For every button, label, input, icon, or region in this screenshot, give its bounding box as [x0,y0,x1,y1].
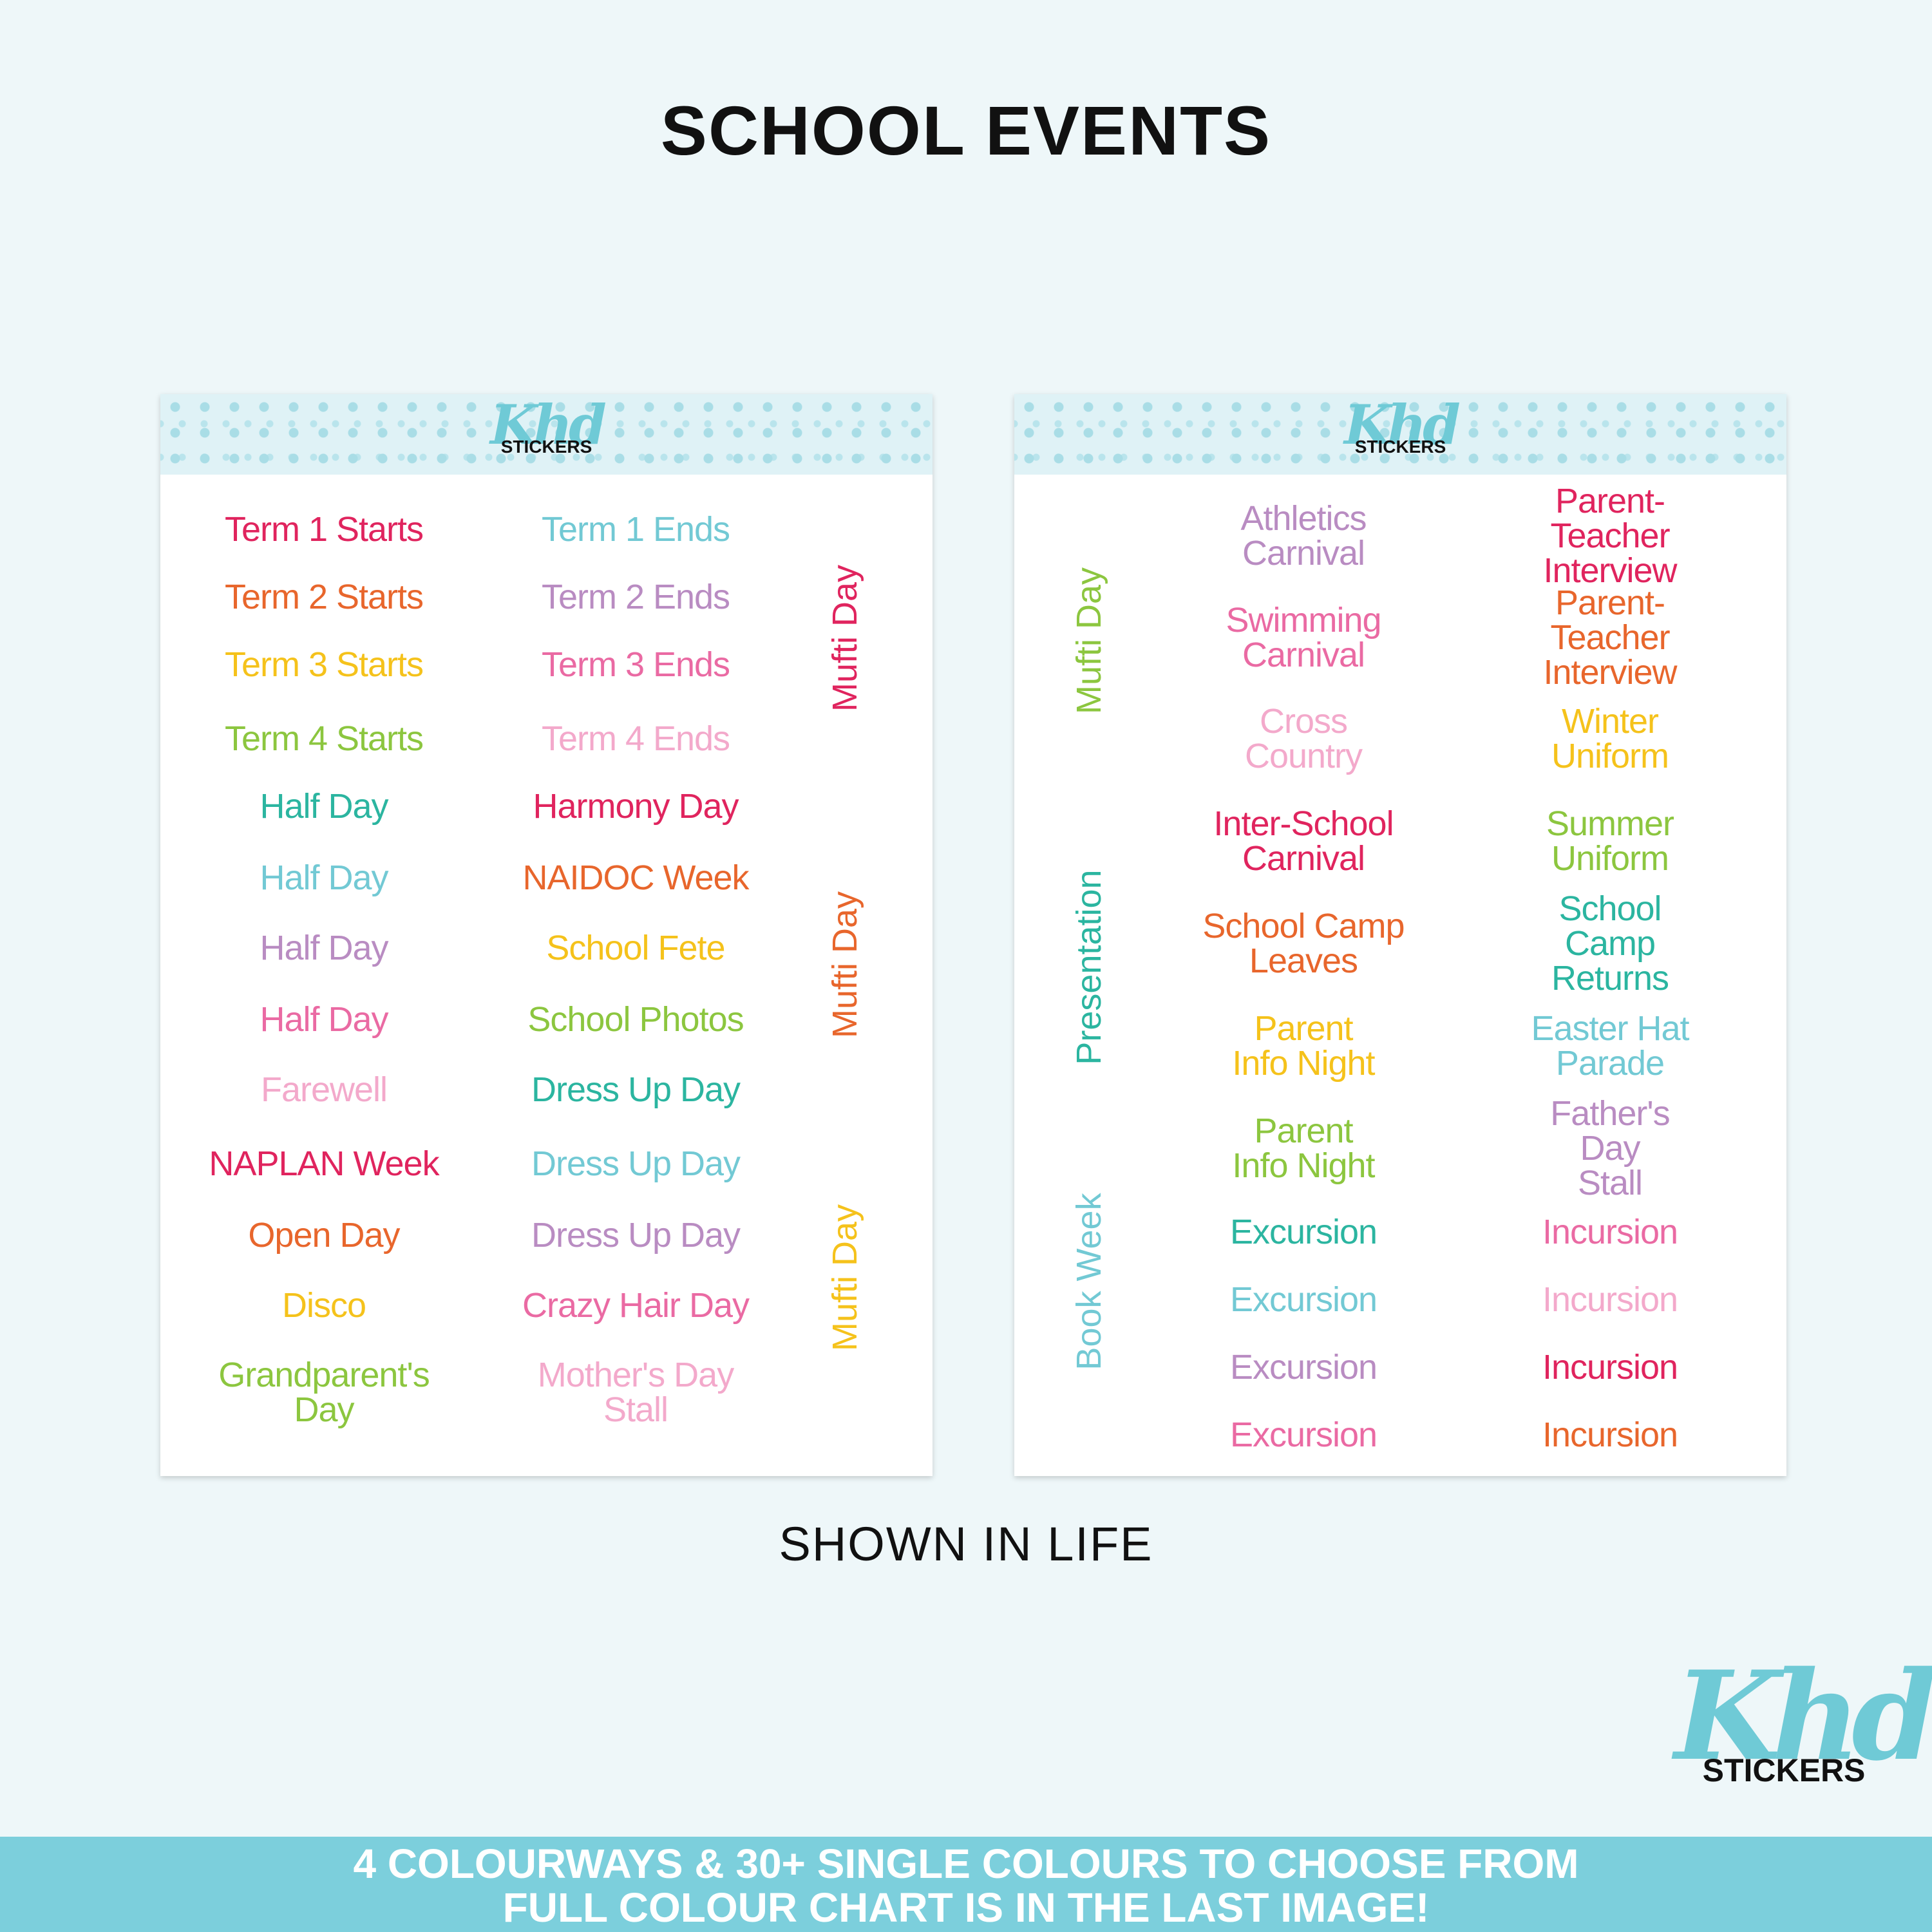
sticker-label: Half Day [260,1000,388,1039]
sticker-label: NAPLAN Week [209,1144,439,1183]
sticker-label: Term 4 Starts [224,719,424,758]
caption: SHOWN IN LIFE [779,1517,1153,1571]
sticker-label: Excursion [1229,1416,1378,1454]
sticker-label: Term 4 Ends [541,719,730,758]
vertical-sticker-label: Mufti Day [826,564,864,712]
vertical-sticker-label: Mufti Day [1070,567,1108,715]
sticker-label: Excursion [1229,1213,1378,1251]
sticker-label: Parent Info Night [1232,1112,1375,1185]
sticker-label: Cross Country [1244,702,1363,775]
vertical-sticker-label: Mufti Day [826,1204,864,1352]
sticker-label: Farewell [260,1070,388,1109]
dotted-header-band [160,394,933,475]
sticker-label: Inter-School Carnival [1213,804,1394,878]
sticker-label: Mother's Day Stall [537,1356,734,1429]
vertical-sticker-label: Book Week [1070,1193,1108,1370]
sticker-label: Half Day [260,787,388,826]
sticker-label: Half Day [260,858,388,897]
sticker-label: Winter Uniform [1551,702,1669,775]
logo-word: STICKERS [500,437,592,457]
sticker-label: Incursion [1542,1416,1678,1454]
sticker-label: Term 1 Starts [224,510,424,549]
sticker-label: Excursion [1229,1348,1378,1387]
sticker-label: Father's Day Stall [1550,1094,1670,1202]
sticker-label: Incursion [1542,1213,1678,1251]
promo-banner: 4 COLOURWAYS & 30+ SINGLE COLOURS TO CHO… [0,1837,1932,1932]
sticker-sheet-right: Khd STICKERS Athletics Carnival Swimming … [1014,394,1786,1476]
sticker-label: School Camp Leaves [1202,907,1405,980]
sticker-label: School Photos [527,1000,744,1039]
sticker-label: Term 3 Starts [224,645,424,684]
sticker-label: Half Day [260,929,388,967]
vertical-sticker-label: Mufti Day [826,891,864,1039]
brand-logo-word: STICKERS [1702,1752,1866,1788]
logo-word: STICKERS [1354,437,1446,457]
sticker-label: Parent Info Night [1232,1009,1375,1083]
sticker-label: Term 3 Ends [541,645,730,684]
sticker-label: Dress Up Day [531,1144,741,1183]
sticker-label: Parent-Teacher Interview [1543,583,1677,692]
sticker-label: Term 2 Starts [224,578,424,616]
sticker-label: Athletics Carnival [1240,499,1367,573]
logo-script: Khd [490,393,607,457]
sticker-label: Dress Up Day [531,1216,741,1255]
sticker-label: Harmony Day [533,787,739,826]
page-title: SCHOOL EVENTS [660,91,1272,169]
sticker-label: Term 1 Ends [541,510,730,549]
sticker-label: Disco [281,1286,366,1325]
sticker-label: Summer Uniform [1546,804,1674,878]
sticker-label: NAIDOC Week [522,858,749,897]
sticker-label: Excursion [1229,1280,1378,1319]
sticker-label: Swimming Carnival [1226,601,1381,674]
sticker-label: Open Day [248,1216,400,1255]
sticker-label: Incursion [1542,1348,1678,1387]
sticker-label: Dress Up Day [531,1070,741,1109]
brand-logo-script: Khd [1674,1644,1932,1788]
sticker-label: Easter Hat Parade [1531,1009,1689,1083]
sticker-label: Term 2 Ends [541,578,730,616]
sticker-label: Incursion [1542,1280,1678,1319]
sticker-label: Parent-Teacher Interview [1543,482,1677,590]
logo-script: Khd [1344,393,1461,457]
brand-logo: Khd STICKERS [1674,1644,1932,1789]
sticker-sheet-left: Khd STICKERS Term 1 Starts Term 2 Starts T… [160,394,933,1476]
sticker-label: Crazy Hair Day [522,1286,750,1325]
vertical-sticker-label: Presentation [1070,869,1108,1065]
banner-line-2: FULL COLOUR CHART IS IN THE LAST IMAGE! [502,1884,1430,1931]
sticker-label: School Camp Returns [1551,889,1669,998]
dotted-header-band [1014,394,1786,475]
sticker-label: School Fete [546,929,725,967]
khd-logo: Khd STICKERS [1344,393,1461,457]
banner-line-1: 4 COLOURWAYS & 30+ SINGLE COLOURS TO CHO… [353,1841,1579,1887]
sticker-label: Grandparent's Day [218,1356,430,1429]
khd-logo: Khd STICKERS [490,393,607,457]
